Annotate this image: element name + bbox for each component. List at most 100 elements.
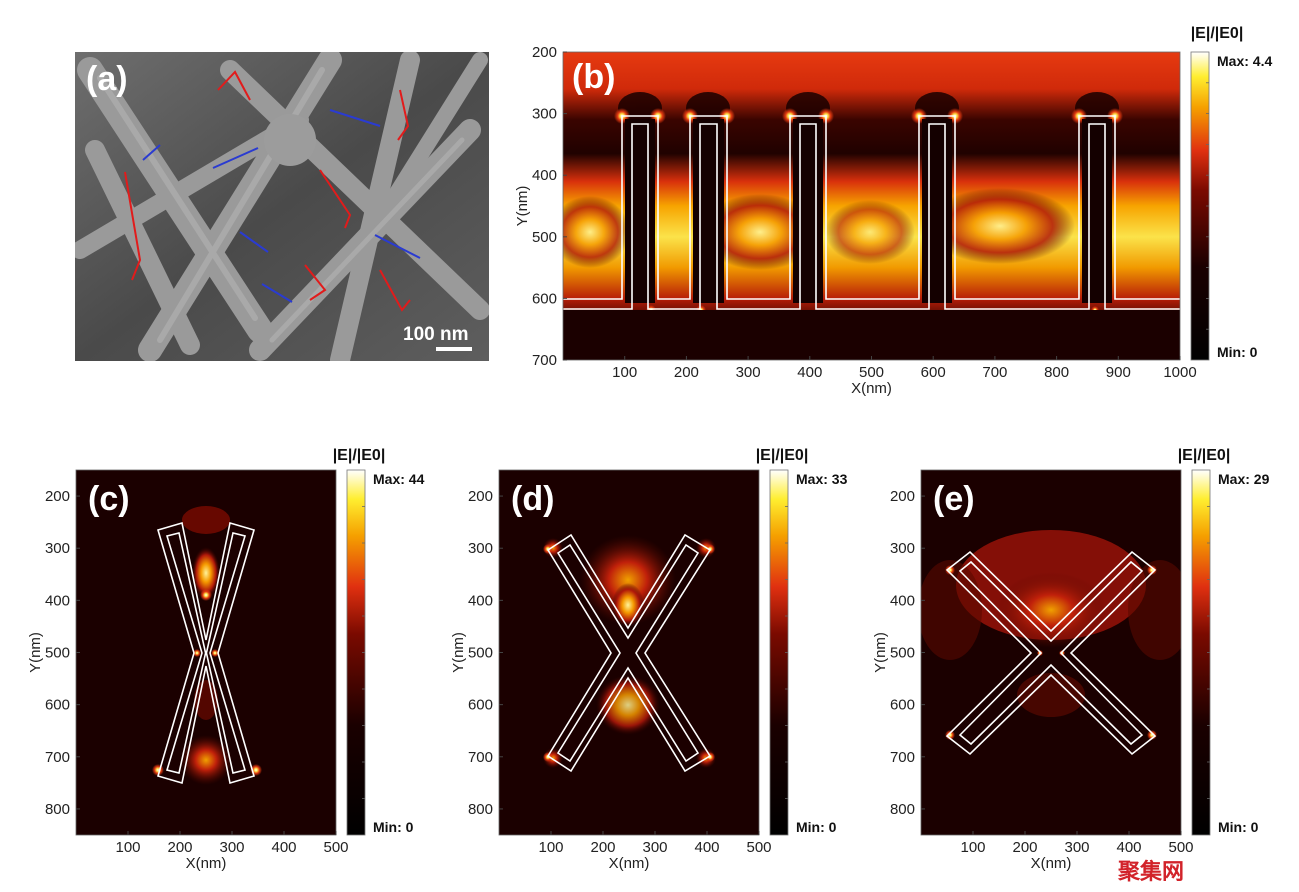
x-tick-label: 700: [982, 364, 1007, 381]
y-tick-label: 700: [45, 749, 70, 766]
x-tick-label: 300: [736, 364, 761, 381]
panel-a: (a) 100 nm: [75, 52, 489, 361]
x-tick-label: 600: [921, 364, 946, 381]
y-tick-label: 600: [468, 697, 493, 714]
y-axis-label: Y(nm): [514, 186, 531, 227]
y-tick-label: 600: [890, 697, 915, 714]
y-tick-label: 700: [532, 352, 557, 369]
x-axis-label: X(nm): [851, 380, 892, 397]
colorbar-title: |E|/|E0|: [333, 447, 386, 464]
x-tick-label: 100: [538, 839, 563, 856]
x-tick-label: 100: [612, 364, 637, 381]
x-tick-label: 100: [115, 839, 140, 856]
y-tick-label: 800: [45, 801, 70, 818]
scale-bar: [436, 347, 472, 351]
colorbar-b: |E|/|E0| Max: 4.4 Min: 0: [1190, 25, 1272, 361]
y-tick-label: 400: [468, 592, 493, 609]
y-tick-label: 400: [532, 167, 557, 184]
y-tick-label: 200: [468, 488, 493, 505]
x-tick-label: 800: [1044, 364, 1069, 381]
field-map-d: [499, 470, 759, 835]
x-tick-label: 500: [1168, 839, 1193, 856]
colorbar-e: |E|/|E0| Max: 29 Min: 0: [1178, 447, 1270, 836]
panel-c: (c) 100 200 300 400 500 200 300 400 500 600 700 800…: [27, 447, 425, 872]
y-axis-label: Y(nm): [872, 632, 889, 673]
edge-markers: [124, 70, 411, 312]
y-tick-label: 700: [890, 749, 915, 766]
x-tick-label: 500: [323, 839, 348, 856]
panel-label-d: (d): [511, 480, 554, 518]
x-tick-label: 500: [859, 364, 884, 381]
y-tick-label: 800: [890, 801, 915, 818]
axes-b: 100 200 300 400 500 600 700 800 900 1000 200 300 400…: [514, 44, 1197, 397]
axes-c: 100 200 300 400 500 200 300 400 500 600 700 800 X(nm…: [27, 488, 349, 872]
colorbar-min-label: Min: 0: [373, 819, 414, 835]
y-tick-label: 300: [890, 540, 915, 557]
colorbar-min-label: Min: 0: [1217, 344, 1258, 360]
y-tick-label: 600: [45, 697, 70, 714]
x-axis-label: X(nm): [1031, 855, 1072, 872]
panel-label-c: (c): [88, 480, 130, 518]
x-tick-label: 300: [1064, 839, 1089, 856]
watermark-logo: 聚集网: [1117, 859, 1184, 885]
panel-label-b: (b): [572, 58, 615, 96]
y-tick-label: 800: [468, 801, 493, 818]
y-tick-label: 600: [532, 290, 557, 307]
gap-arrows: [142, 109, 421, 303]
x-tick-label: 200: [590, 839, 615, 856]
y-tick-label: 500: [45, 645, 70, 662]
colorbar-max-label: Max: 29: [1218, 471, 1270, 487]
panel-e: (e) 100 200 300 400 500 200 300 400 500 600 700 800…: [872, 447, 1270, 872]
x-tick-label: 500: [746, 839, 771, 856]
structure-outline-e: [945, 550, 1157, 756]
colorbar-title: |E|/|E0|: [1178, 447, 1231, 464]
x-tick-label: 900: [1106, 364, 1131, 381]
colorbar-title: |E|/|E0|: [756, 447, 809, 464]
y-tick-label: 500: [468, 645, 493, 662]
y-tick-label: 500: [532, 229, 557, 246]
y-tick-label: 200: [45, 488, 70, 505]
y-tick-label: 300: [532, 106, 557, 123]
y-tick-label: 500: [890, 645, 915, 662]
colorbar-min-label: Min: 0: [1218, 819, 1259, 835]
x-tick-label: 300: [642, 839, 667, 856]
colorbar-d: |E|/|E0| Max: 33 Min: 0: [756, 447, 848, 836]
colorbar-max-label: Max: 4.4: [1217, 53, 1272, 69]
x-tick-label: 200: [167, 839, 192, 856]
colorbar-min-label: Min: 0: [796, 819, 837, 835]
colorbar-c: |E|/|E0| Max: 44 Min: 0: [333, 447, 425, 836]
colorbar-max-label: Max: 33: [796, 471, 848, 487]
x-tick-label: 400: [694, 839, 719, 856]
x-axis-label: X(nm): [186, 855, 227, 872]
y-tick-label: 200: [890, 488, 915, 505]
panel-d: (d) 100 200 300 400 500 200 300 400 500 600 700 800…: [450, 447, 848, 872]
scale-bar-label: 100 nm: [403, 324, 468, 345]
x-tick-label: 200: [674, 364, 699, 381]
field-map-b: [563, 52, 1180, 360]
field-map-c: [76, 470, 336, 835]
x-tick-label: 400: [797, 364, 822, 381]
sem-image: [75, 52, 489, 361]
panel-b: (b) 100 200 300 400 500 600 700 800 900 1000 200 30…: [514, 25, 1272, 397]
structure-outline-d: [546, 533, 712, 773]
axes-d: 100 200 300 400 500 200 300 400 500 600 700 800 X(nm…: [450, 488, 772, 872]
panel-label-a: (a): [86, 60, 128, 98]
colorbar-title: |E|/|E0|: [1191, 25, 1244, 42]
y-tick-label: 200: [532, 44, 557, 61]
structure-outline-c: [157, 521, 255, 785]
x-tick-label: 100: [960, 839, 985, 856]
field-map-e: [921, 470, 1181, 835]
x-tick-label: 1000: [1163, 364, 1196, 381]
axes-e: 100 200 300 400 500 200 300 400 500 600 700 800 X(nm…: [872, 488, 1194, 872]
x-tick-label: 200: [1012, 839, 1037, 856]
colorbar-max-label: Max: 44: [373, 471, 425, 487]
x-tick-label: 400: [1116, 839, 1141, 856]
panel-label-e: (e): [933, 480, 975, 518]
y-tick-label: 300: [468, 540, 493, 557]
y-axis-label: Y(nm): [450, 632, 467, 673]
x-tick-label: 300: [219, 839, 244, 856]
y-tick-label: 300: [45, 540, 70, 557]
x-tick-label: 400: [271, 839, 296, 856]
y-tick-label: 400: [890, 592, 915, 609]
